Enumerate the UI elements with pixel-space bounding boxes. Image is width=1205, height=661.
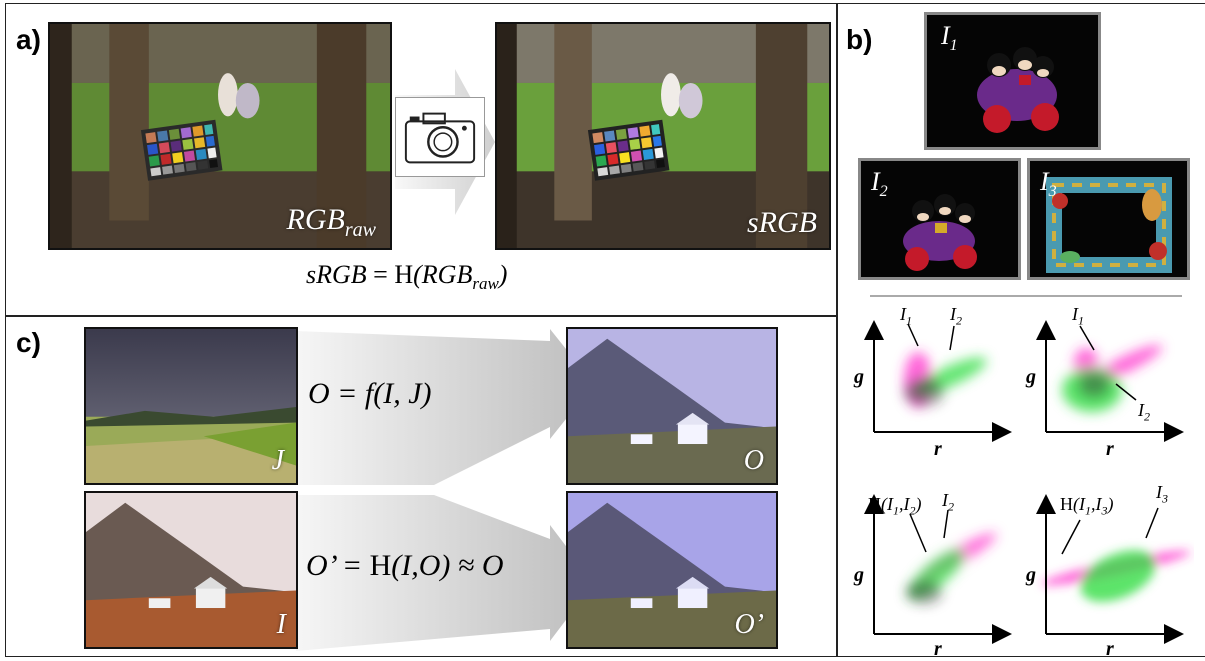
tile-I2: I2 xyxy=(858,158,1021,280)
panel-a: a) xyxy=(5,3,837,316)
srgb-photo: sRGB xyxy=(495,22,831,250)
tile-I1: I1 xyxy=(924,12,1101,150)
tile-I3: I3 xyxy=(1027,158,1190,280)
scatter-1-r: r xyxy=(934,438,942,460)
panel-b-label: b) xyxy=(846,24,873,55)
scatter-3-label-a: H(I1,I2) xyxy=(868,494,922,518)
scatter-2-r: r xyxy=(1106,438,1114,460)
srgb-equation: sRGB = H(RGBraw) xyxy=(306,260,508,294)
panel-b: b) I1 I2 xyxy=(837,3,1205,660)
scatter-4-g: g xyxy=(1026,564,1036,586)
srgb-photo-tag: sRGB xyxy=(747,206,817,239)
scatter-2-label-a: I1 xyxy=(1072,304,1084,328)
scatter-1-g: g xyxy=(854,366,864,388)
photo-O-prime: O’ xyxy=(566,491,778,649)
scatter-3: H(I1,I2) I2 g r xyxy=(854,480,1014,660)
tile-I2-label: I2 xyxy=(871,167,888,201)
equation-1: O = f(I, J) xyxy=(308,377,432,410)
scatter-1: I1 I2 g r xyxy=(854,304,1014,464)
raw-photo-image xyxy=(50,24,390,248)
photo-I: I xyxy=(84,491,298,649)
tile-I3-label: I3 xyxy=(1040,167,1057,201)
scatter-1-label-b: I2 xyxy=(950,304,962,328)
equation-2: O’ = H(I,O) ≈ O xyxy=(306,549,504,582)
panel-c-label: c) xyxy=(16,327,41,358)
scatter-4: H(I1,I3) I3 g r xyxy=(1026,480,1194,660)
photo-O-tag: O xyxy=(743,445,764,476)
scatter-2: I1 I2 g r xyxy=(1026,304,1186,464)
scatter-1-label-a: I1 xyxy=(900,304,912,328)
photo-O-prime-tag: O’ xyxy=(734,609,764,640)
tile-I1-label: I1 xyxy=(941,21,958,55)
scatter-4-label-a: H(I1,I3) xyxy=(1060,494,1114,518)
photo-O: O xyxy=(566,327,778,485)
photo-J-tag: J xyxy=(271,445,284,476)
transfer-arrows xyxy=(296,329,594,651)
scatter-2-label-b: I2 xyxy=(1138,400,1150,424)
photo-J: J xyxy=(84,327,298,485)
scatter-3-r: r xyxy=(934,638,942,660)
scatter-2-g: g xyxy=(1026,366,1036,388)
raw-photo-tag: RGBraw xyxy=(286,203,376,241)
raw-photo: RGBraw xyxy=(48,22,392,250)
divider xyxy=(870,295,1182,297)
scatter-4-label-b: I3 xyxy=(1156,482,1168,506)
scatter-3-label-b: I2 xyxy=(942,490,954,514)
panel-c: c) J xyxy=(5,316,837,657)
camera-icon xyxy=(395,97,485,177)
photo-I-tag: I xyxy=(276,609,286,640)
panel-a-label: a) xyxy=(16,24,41,55)
camera-arrow xyxy=(391,67,497,217)
srgb-photo-image xyxy=(497,24,829,248)
scatter-3-g: g xyxy=(854,564,864,586)
scatter-4-r: r xyxy=(1106,638,1114,660)
